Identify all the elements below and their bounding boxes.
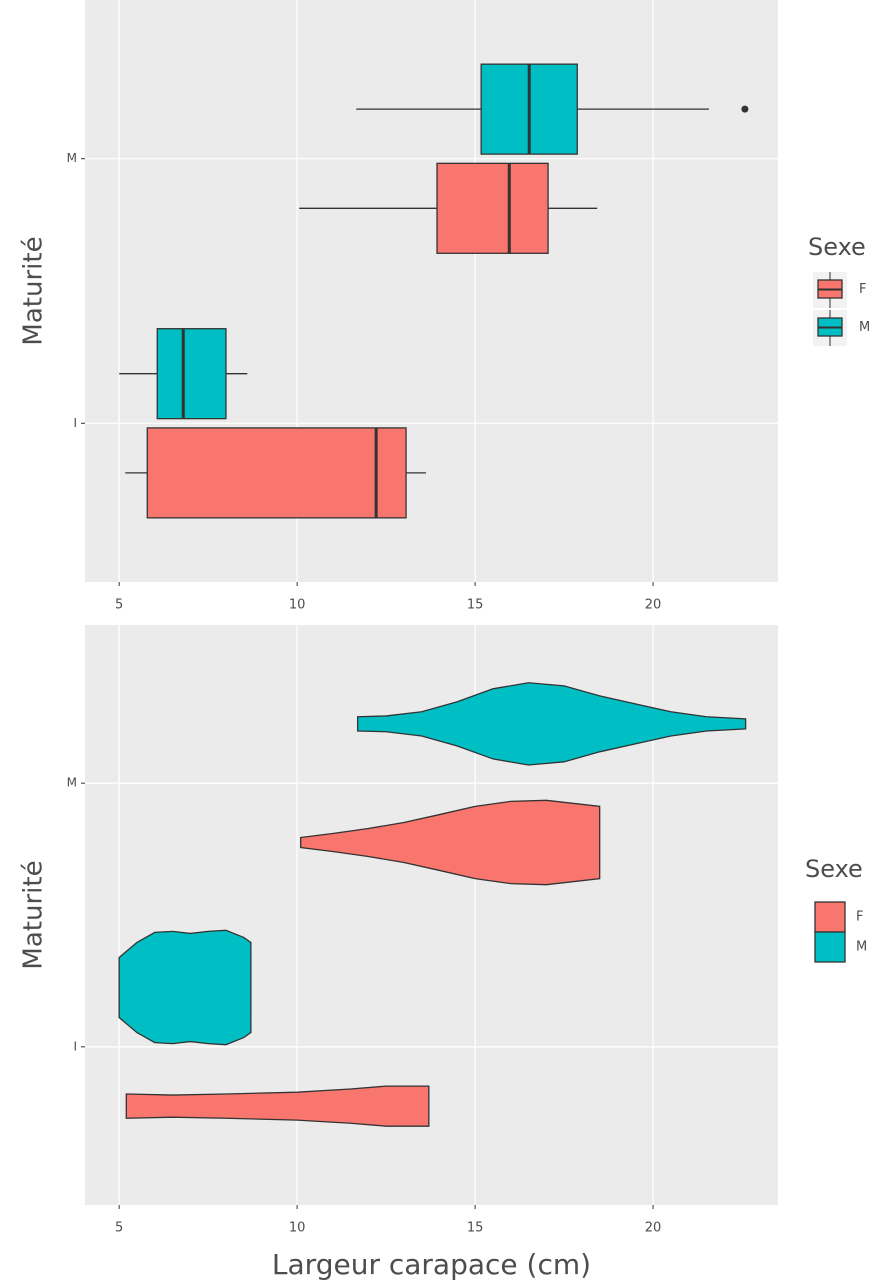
box	[156, 328, 227, 420]
outlier	[741, 105, 749, 113]
violin	[300, 799, 601, 886]
y-axis-label: Maturité	[19, 236, 49, 345]
legend-title: Sexe	[805, 855, 863, 883]
box	[146, 427, 407, 519]
x-tick-label: 15	[467, 598, 484, 613]
legend-label: M	[856, 940, 867, 955]
x-tick-label: 5	[115, 598, 123, 613]
violin	[118, 929, 252, 1046]
x-tick-label: 10	[289, 598, 306, 613]
x-tick-label: 10	[289, 1221, 306, 1236]
y-tick-label: M	[67, 151, 77, 165]
legend-title: Sexe	[808, 233, 866, 261]
legend-label: M	[859, 320, 870, 335]
x-tick-label: 15	[467, 1221, 484, 1236]
violin	[125, 1085, 430, 1127]
y-tick-label: I	[73, 416, 77, 430]
x-tick-label: 20	[645, 1221, 662, 1236]
legend-key	[814, 931, 846, 963]
box	[436, 162, 549, 254]
y-axis-label: Maturité	[19, 860, 49, 969]
y-tick-label: M	[67, 776, 77, 790]
y-tick-label: I	[73, 1039, 77, 1053]
x-axis-label: Largeur carapace (cm)	[272, 1248, 591, 1281]
x-tick-label: 20	[645, 598, 662, 613]
legend-key	[814, 901, 846, 933]
violin	[356, 682, 747, 766]
x-tick-label: 5	[115, 1221, 123, 1236]
legend-label: F	[856, 910, 863, 925]
legend-label: F	[859, 282, 866, 297]
